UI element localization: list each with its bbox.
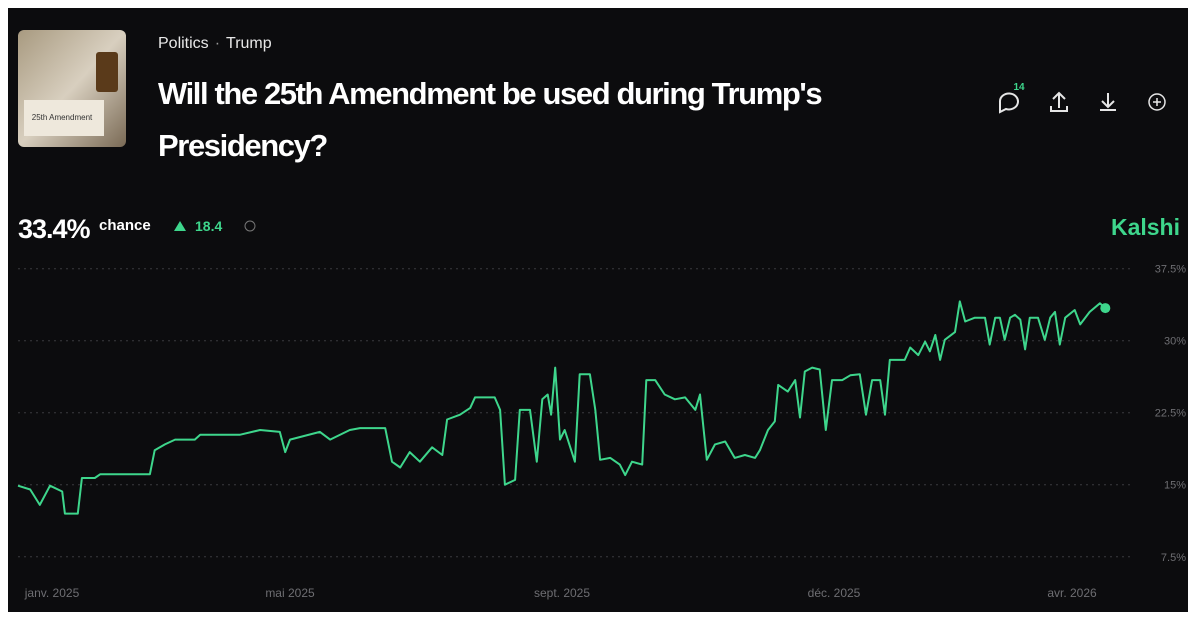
info-icon[interactable] <box>244 220 256 232</box>
last-point <box>1100 303 1111 314</box>
breadcrumb: Politics · Trump <box>158 35 272 52</box>
y-tick-label: 7.5% <box>1161 552 1186 564</box>
y-tick-label: 30% <box>1164 336 1186 348</box>
thumbnail: 25th Amendment <box>18 30 126 147</box>
share-button[interactable] <box>1050 91 1068 112</box>
x-tick-label: déc. 2025 <box>808 586 861 600</box>
comments-button[interactable] <box>998 92 1019 114</box>
current-value: 33.4% <box>18 214 91 244</box>
y-tick-label: 22.5% <box>1155 408 1186 420</box>
x-tick-label: sept. 2025 <box>534 586 590 600</box>
x-tick-label: avr. 2026 <box>1047 586 1097 600</box>
breadcrumb-item[interactable]: Politics <box>158 35 209 52</box>
price-line <box>17 300 1106 515</box>
download-button[interactable] <box>1100 93 1116 111</box>
comment-count: 14 <box>1013 82 1025 93</box>
x-tick-label: janv. 2025 <box>24 586 80 600</box>
comment-icon <box>998 92 1019 114</box>
change: 18.4 <box>195 218 222 234</box>
market-title: Will the 25th Amendment be used during T… <box>158 76 823 163</box>
up-arrow <box>174 221 186 231</box>
breadcrumb-item[interactable]: Trump <box>226 35 272 52</box>
x-tick-label: mai 2025 <box>265 586 315 600</box>
y-tick-label: 37.5% <box>1155 264 1186 276</box>
y-tick-label: 15% <box>1164 480 1186 492</box>
thumbnail-text: 25th Amendment <box>32 113 93 122</box>
value-label: chance <box>99 217 151 234</box>
panel <box>8 8 1188 612</box>
thumbnail-paper <box>24 100 104 136</box>
actions: 14 <box>998 82 1166 114</box>
add-button[interactable] <box>1148 93 1166 111</box>
brand: Kalshi <box>1111 214 1180 240</box>
thumbnail-gavel <box>96 52 118 92</box>
